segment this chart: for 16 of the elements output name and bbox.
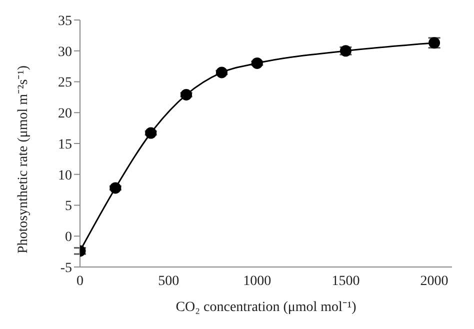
x-tick-label: 2000 (420, 274, 448, 289)
y-tick-label: -5 (60, 260, 72, 276)
y-tick-label: 25 (58, 76, 72, 91)
y-tick-label: 5 (65, 199, 72, 214)
x-tick-label: 1000 (243, 274, 272, 289)
y-tick-label: 30 (58, 44, 72, 60)
x-axis-title: CO₂ concentration (μmol mol⁻¹) (176, 300, 357, 315)
x-tick-label: 500 (158, 274, 180, 289)
x-tick-label: 1500 (332, 274, 360, 289)
y-axis-title: Photosynthetic rate (μmol m⁻²s⁻¹) (16, 65, 31, 254)
y-tick-label: 20 (58, 106, 72, 122)
y-tick-label: 15 (58, 137, 72, 152)
y-tick-label: 35 (58, 14, 72, 29)
y-tick-label: 10 (58, 168, 72, 184)
x-tick-label: 0 (76, 274, 84, 289)
y-tick-label: 0 (65, 230, 72, 246)
